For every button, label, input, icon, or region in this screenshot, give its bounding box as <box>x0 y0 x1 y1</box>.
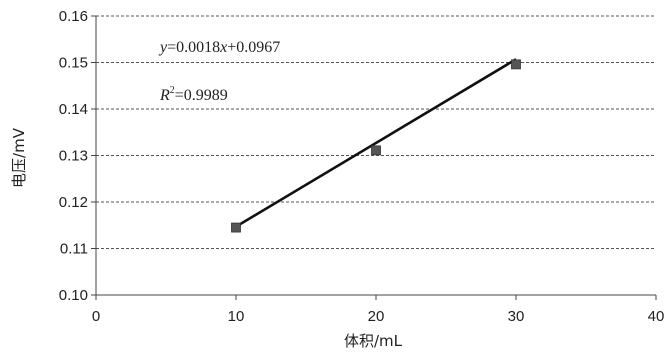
r-squared-symbol: R <box>159 87 170 104</box>
trendline <box>235 58 517 228</box>
data-point-0 <box>231 222 241 233</box>
data-points <box>231 59 521 233</box>
data-point-2 <box>511 59 521 70</box>
y-tick-label-1: 0.11 <box>60 241 88 258</box>
x-tick-label-3: 30 <box>508 308 525 325</box>
x-tick-label-1: 10 <box>228 308 245 325</box>
y-tick-label-6: 0.16 <box>59 8 88 25</box>
x-tick-label-2: 20 <box>368 308 385 325</box>
y-tick-label-4: 0.14 <box>59 101 88 118</box>
x-axis-title: 体积/mL <box>344 332 403 350</box>
y-tick-label-0: 0.10 <box>59 287 88 304</box>
equation-intercept: +0.0967 <box>227 39 280 56</box>
x-tick-label-4: 40 <box>648 308 665 325</box>
trendline-group <box>235 58 517 228</box>
y-tick-label-2: 0.12 <box>59 194 88 211</box>
equation-x-var: x <box>219 39 227 56</box>
data-point-1 <box>371 145 381 156</box>
tick-labels: 0.10 0.11 0.12 0.13 0.14 0.15 0.16 0 10 20 30 40 <box>59 8 665 325</box>
equation-annotation: y=0.0018x+0.0967 <box>158 39 280 56</box>
y-tick-label-3: 0.13 <box>59 148 88 165</box>
grid-lines <box>96 15 656 249</box>
r-squared-superscript: 2 <box>170 85 175 96</box>
equation-y-var: y <box>158 39 168 56</box>
equation-coefficient: =0.0018 <box>167 39 220 56</box>
y-tick-label-5: 0.15 <box>59 55 88 72</box>
r-squared-annotation: R2=0.9989 <box>159 85 228 104</box>
r-squared-value: =0.9989 <box>175 87 228 104</box>
y-axis-title: 电压/mV <box>10 127 28 188</box>
x-tick-label-0: 0 <box>92 308 100 325</box>
axes <box>91 15 657 300</box>
